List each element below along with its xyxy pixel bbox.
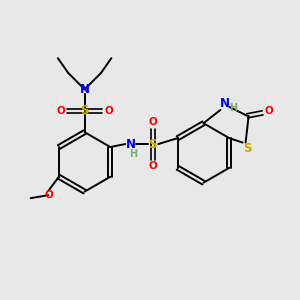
Text: H: H xyxy=(229,103,237,113)
Text: S: S xyxy=(80,104,89,117)
Text: S: S xyxy=(243,142,251,155)
Text: O: O xyxy=(148,161,157,171)
Text: S: S xyxy=(148,138,157,151)
Text: O: O xyxy=(265,106,274,116)
Text: N: N xyxy=(80,83,90,96)
Text: O: O xyxy=(148,117,157,127)
Text: O: O xyxy=(56,106,65,116)
Text: N: N xyxy=(220,98,230,110)
Text: O: O xyxy=(104,106,113,116)
Text: N: N xyxy=(126,138,136,151)
Text: H: H xyxy=(130,148,138,159)
Text: O: O xyxy=(44,190,53,200)
